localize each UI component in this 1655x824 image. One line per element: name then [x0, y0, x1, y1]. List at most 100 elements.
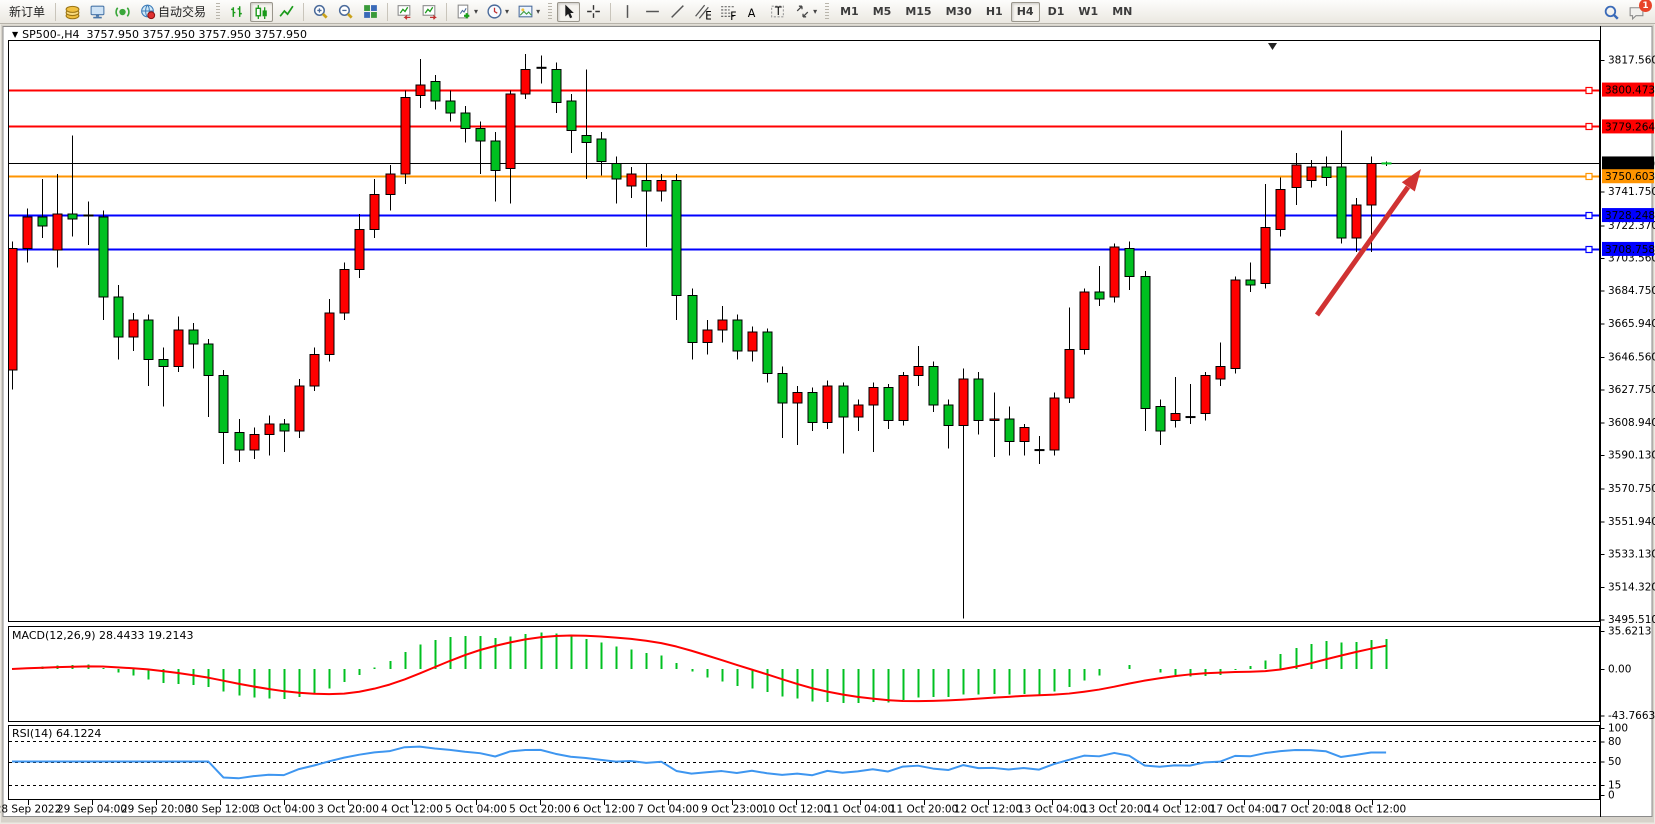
- timeframe-button-m1[interactable]: M1: [840, 5, 859, 18]
- vertical-line-tool-button[interactable]: [616, 2, 639, 22]
- chart-title: ▼ SP500-,H4 3757.950 3757.950 3757.950 37…: [12, 28, 307, 41]
- bull-candle: [1230, 279, 1241, 369]
- rsi-axis-label: 0: [1608, 790, 1615, 802]
- price-badge-3800.473: 3800.473: [1602, 82, 1655, 97]
- templates-button[interactable]: ▾: [514, 2, 543, 22]
- bull-candle: [1200, 374, 1211, 415]
- bull-candle: [626, 173, 637, 187]
- hline-handle[interactable]: [1585, 245, 1593, 254]
- bull-candle: [309, 354, 320, 387]
- fibonacci-tool-button[interactable]: F: [716, 2, 739, 22]
- time-tick-label: 11 Oct 20:00: [890, 804, 958, 816]
- bear-candle: [1245, 279, 1256, 286]
- bear-candle: [1004, 418, 1015, 442]
- new-order-button[interactable]: 新订单: [9, 5, 46, 19]
- price-tick-label: 3817.560: [1608, 54, 1655, 66]
- macd-pane[interactable]: [8, 626, 1600, 722]
- timeframe-button-w1[interactable]: W1: [1078, 5, 1099, 18]
- hline-handle[interactable]: [1585, 211, 1593, 220]
- signal-icon-button[interactable]: [111, 2, 134, 22]
- price-axis[interactable]: 3817.5603741.7503722.3703703.5603684.750…: [1600, 26, 1655, 817]
- bear-candle: [430, 81, 441, 102]
- trendline-tool-button[interactable]: [666, 2, 689, 22]
- arrows-tool-button[interactable]: ▾: [791, 2, 820, 22]
- price-badge-3757.950: 3757.950: [1602, 156, 1655, 171]
- timeframe-button-d1[interactable]: D1: [1047, 5, 1065, 18]
- chevron-down-icon[interactable]: ▾: [536, 7, 541, 16]
- price-tick-label: 3570.750: [1608, 483, 1655, 495]
- chevron-down-icon[interactable]: ▾: [813, 7, 818, 16]
- indicators-button[interactable]: ▾: [452, 2, 481, 22]
- bar-chart-type-button[interactable]: [225, 2, 248, 22]
- time-tick-label: 29 Sep 20:00: [121, 804, 191, 816]
- chevron-down-icon[interactable]: ▾: [474, 7, 479, 16]
- magnifier-icon: [1604, 5, 1619, 20]
- toolbar-separator: [303, 2, 305, 21]
- time-tick-label: 3 Oct 04:00: [253, 804, 315, 816]
- doji-candle: [1034, 449, 1045, 452]
- bear-candle: [671, 180, 682, 296]
- trend-arrow[interactable]: [1314, 169, 1421, 317]
- collapse-triangle-icon[interactable]: ▼: [12, 30, 19, 39]
- zoom-out-button[interactable]: [334, 2, 357, 22]
- candle-chart-type-button[interactable]: [250, 1, 274, 22]
- tile-windows-button[interactable]: [359, 2, 382, 22]
- label-tool-button[interactable]: T: [766, 2, 789, 22]
- timeframe-button-mn[interactable]: MN: [1112, 5, 1133, 18]
- hline-handle[interactable]: [1585, 122, 1593, 131]
- autotrade-button[interactable]: 自动交易: [136, 2, 211, 22]
- vertical-line-icon: [626, 5, 629, 18]
- bull-candle: [989, 418, 1000, 422]
- search-button[interactable]: [1600, 2, 1623, 22]
- candlestick-series: [9, 53, 1392, 619]
- line-chart-type-button[interactable]: [275, 2, 298, 22]
- rsi-axis-label: 50: [1608, 756, 1621, 768]
- bull-candle: [1079, 291, 1090, 350]
- previous-chart-button[interactable]: [393, 2, 416, 22]
- bull-candle: [792, 392, 803, 404]
- hline-handle[interactable]: [1585, 172, 1593, 181]
- cursor-icon: [565, 4, 574, 19]
- horizontal-line-tool-button[interactable]: [641, 2, 664, 22]
- zoom-in-button[interactable]: [309, 2, 332, 22]
- terminal-icon-button[interactable]: [86, 2, 109, 22]
- toolbar-grip[interactable]: [548, 2, 553, 21]
- bear-candle: [687, 294, 698, 343]
- crosshair-tool-button[interactable]: [582, 2, 605, 22]
- channel-tool-button[interactable]: E: [691, 2, 714, 22]
- chat-button[interactable]: 1: [1625, 0, 1652, 22]
- bear-candle: [1140, 275, 1151, 409]
- main-price-pane[interactable]: [8, 40, 1600, 622]
- timeframe-button-m30[interactable]: M30: [945, 5, 972, 18]
- chevron-down-icon[interactable]: ▾: [505, 7, 510, 16]
- crosshair-icon: [587, 5, 600, 18]
- bull-candle: [369, 194, 380, 230]
- hline-handle[interactable]: [1585, 86, 1593, 95]
- timeframe-button-h1[interactable]: H1: [985, 5, 1003, 18]
- timeframe-button-h4[interactable]: H4: [1010, 1, 1040, 22]
- gold-coins-icon-button[interactable]: [61, 2, 84, 22]
- next-chart-button[interactable]: [418, 2, 441, 22]
- doji-candle: [83, 214, 94, 217]
- price-badge-3750.603: 3750.603: [1602, 169, 1655, 184]
- macd-indicator-label: MACD(12,26,9) 28.4433 19.2143: [12, 629, 194, 642]
- svg-text:3728.248: 3728.248: [1605, 210, 1655, 222]
- chart-shift-marker[interactable]: [1268, 43, 1277, 50]
- toolbar-grip[interactable]: [825, 2, 830, 21]
- clock-icon: [487, 4, 502, 19]
- doji-candle: [536, 66, 547, 69]
- cursor-tool-button[interactable]: [557, 1, 581, 22]
- bull-candle: [868, 387, 879, 406]
- price-tick-label: 3741.750: [1608, 186, 1655, 198]
- bull-candle: [294, 385, 305, 432]
- bull-candle: [898, 374, 909, 422]
- toolbar-grip[interactable]: [216, 2, 221, 21]
- macd-axis-label: -43.7663: [1608, 710, 1655, 722]
- text-tool-button[interactable]: A: [741, 2, 764, 22]
- price-tick-label: 3514.320: [1608, 581, 1655, 593]
- timeframe-button-m15[interactable]: M15: [905, 5, 932, 18]
- periods-button[interactable]: ▾: [483, 2, 512, 22]
- timeframe-button-m5[interactable]: M5: [872, 5, 892, 18]
